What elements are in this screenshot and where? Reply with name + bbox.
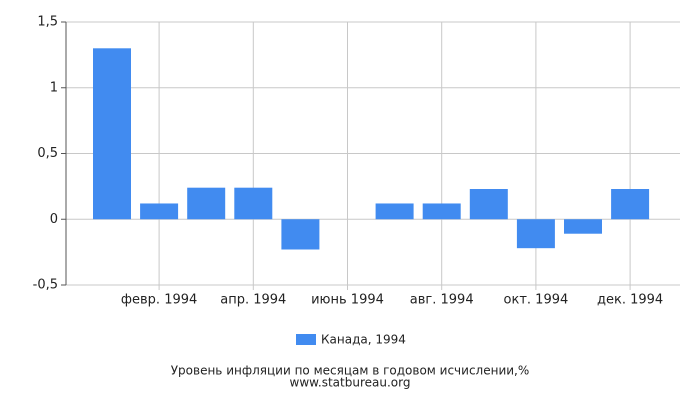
bar [93,48,131,220]
chart-title: Уровень инфляции по месяцам в годовом ис… [171,364,530,378]
y-tick-label: 1,5 [37,15,58,30]
y-tick-label: -0,5 [33,278,58,293]
bar [187,187,226,220]
x-tick-label: февр. 1994 [121,293,197,308]
bar [375,203,414,220]
bar [140,203,179,220]
bar [281,219,320,250]
bar [469,189,508,220]
bar [422,203,461,220]
bar [234,187,273,220]
x-tick-label: апр. 1994 [220,293,286,308]
y-tick-label: 1 [50,80,58,95]
bar [516,219,555,249]
y-tick-label: 0 [50,212,58,227]
legend-label: Канада, 1994 [321,333,406,347]
bar [611,189,650,220]
bar [564,219,602,234]
x-tick-label: июнь 1994 [311,293,384,308]
y-tick-label: 0,5 [37,146,58,161]
x-tick-label: окт. 1994 [504,293,569,308]
chart-subtitle: www.statbureau.org [290,376,411,390]
legend-swatch [296,334,316,345]
x-tick-label: дек. 1994 [597,293,663,308]
x-tick-label: авг. 1994 [410,293,474,308]
